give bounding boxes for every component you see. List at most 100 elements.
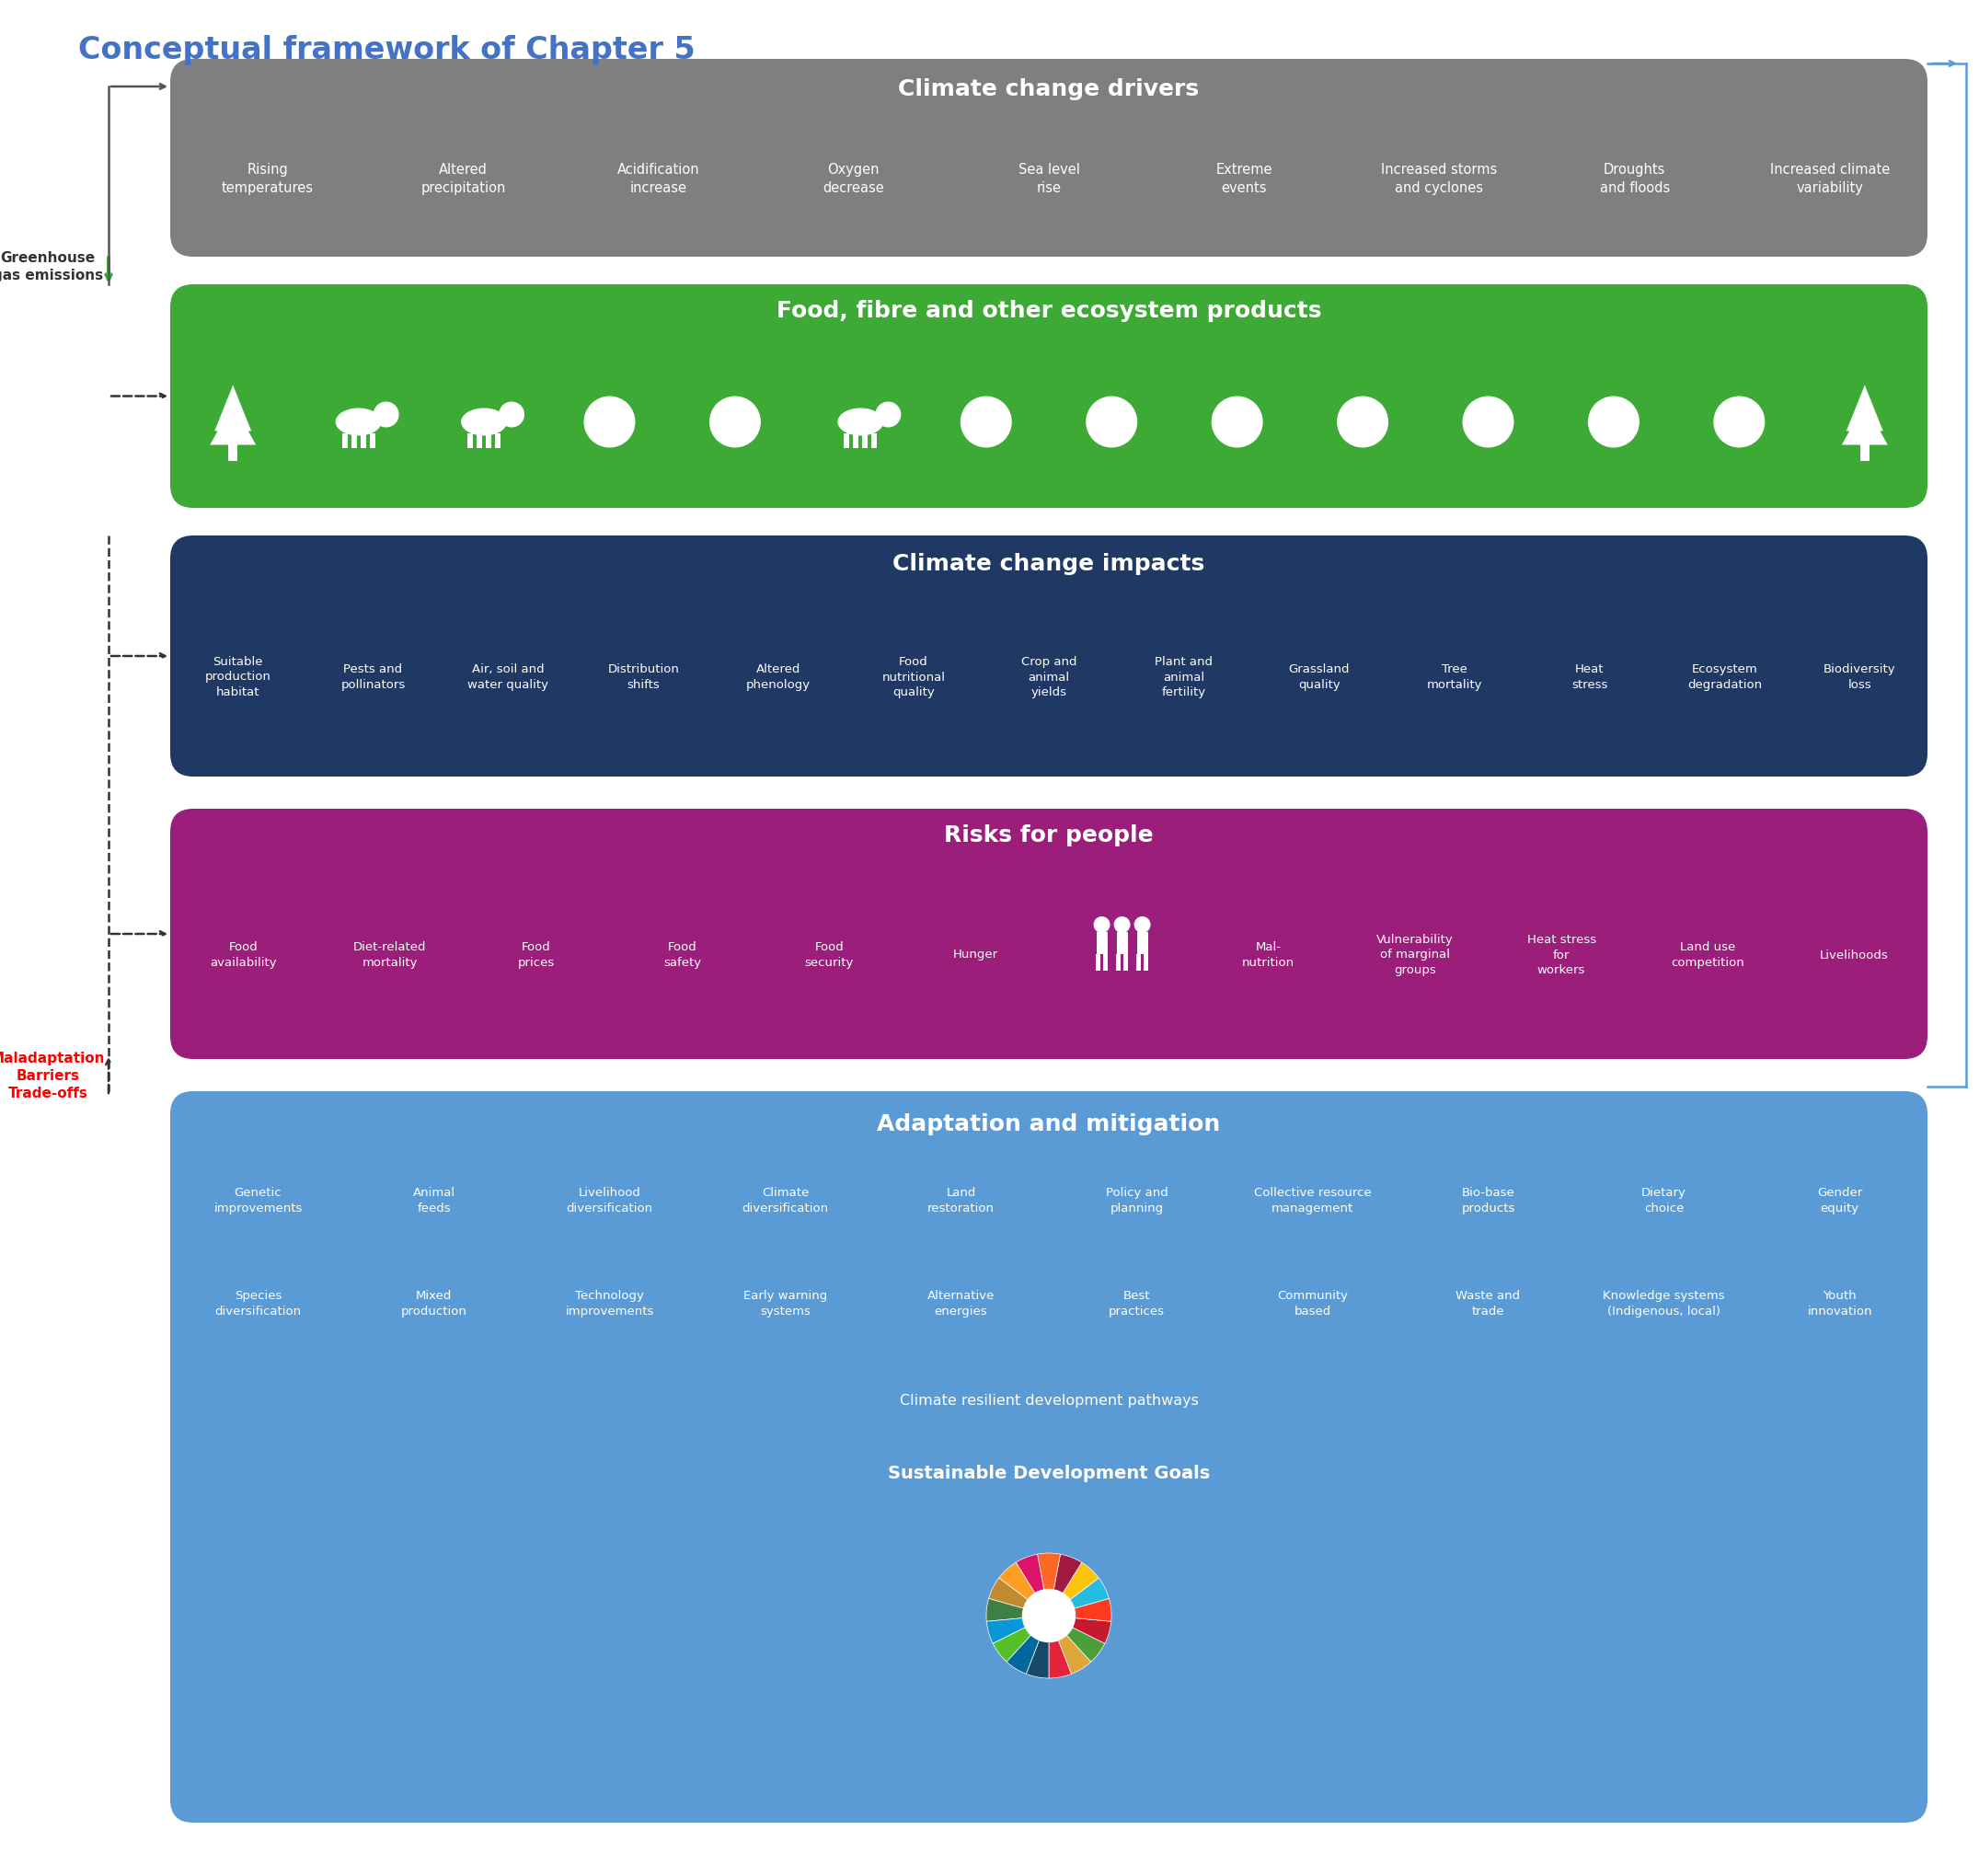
Text: Early warning
systems: Early warning systems <box>744 1289 827 1317</box>
Text: Ecosystem
degradation: Ecosystem degradation <box>1688 664 1761 690</box>
Polygon shape <box>1842 403 1888 445</box>
Circle shape <box>1134 917 1150 934</box>
Bar <box>342 433 348 448</box>
Text: Technology
improvements: Technology improvements <box>566 1289 653 1317</box>
Circle shape <box>1086 398 1138 448</box>
Circle shape <box>1462 398 1514 448</box>
Text: Altered
phenology: Altered phenology <box>746 664 811 690</box>
Wedge shape <box>1049 1615 1090 1673</box>
Text: Food
prices: Food prices <box>518 942 554 968</box>
Bar <box>863 433 869 448</box>
Circle shape <box>584 398 635 448</box>
Text: Youth
innovation: Youth innovation <box>1807 1289 1872 1317</box>
Text: Gender
equity: Gender equity <box>1817 1186 1862 1214</box>
Text: Heat
stress: Heat stress <box>1571 664 1607 690</box>
Text: Climate resilient development pathways: Climate resilient development pathways <box>898 1392 1199 1407</box>
Text: Alternative
energies: Alternative energies <box>928 1289 995 1317</box>
Circle shape <box>499 401 524 428</box>
Text: Waste and
trade: Waste and trade <box>1457 1289 1520 1317</box>
Bar <box>1116 955 1120 972</box>
Circle shape <box>1094 917 1110 934</box>
Text: Droughts
and floods: Droughts and floods <box>1599 163 1670 195</box>
Bar <box>487 433 491 448</box>
Circle shape <box>374 401 400 428</box>
Bar <box>495 433 501 448</box>
Wedge shape <box>988 1615 1049 1643</box>
Text: Land use
competition: Land use competition <box>1670 942 1745 968</box>
Bar <box>228 445 237 461</box>
Bar <box>1136 932 1148 955</box>
Text: Acidification
increase: Acidification increase <box>617 163 699 195</box>
Wedge shape <box>1049 1563 1098 1615</box>
Wedge shape <box>1049 1615 1104 1662</box>
Circle shape <box>1023 1589 1075 1642</box>
Text: Sea level
rise: Sea level rise <box>1017 163 1081 195</box>
Circle shape <box>1714 398 1765 448</box>
Text: Grassland
quality: Grassland quality <box>1288 664 1350 690</box>
Text: Community
based: Community based <box>1276 1289 1348 1317</box>
Text: Vulnerability
of marginal
groups: Vulnerability of marginal groups <box>1377 934 1453 976</box>
Text: Genetic
improvements: Genetic improvements <box>214 1186 303 1214</box>
Circle shape <box>1114 917 1130 934</box>
Bar <box>467 433 473 448</box>
Wedge shape <box>1049 1578 1108 1615</box>
Text: Extreme
events: Extreme events <box>1215 163 1272 195</box>
Text: Sustainable Development Goals: Sustainable Development Goals <box>889 1465 1209 1482</box>
Polygon shape <box>214 386 251 431</box>
Text: Animal
feeds: Animal feeds <box>412 1186 455 1214</box>
Text: Food, fibre and other ecosystem products: Food, fibre and other ecosystem products <box>776 300 1322 323</box>
Text: Knowledge systems
(Indigenous, local): Knowledge systems (Indigenous, local) <box>1603 1289 1726 1317</box>
Text: Biodiversity
loss: Biodiversity loss <box>1825 664 1896 690</box>
Text: Rising
temperatures: Rising temperatures <box>222 163 315 195</box>
Text: Livelihoods: Livelihoods <box>1821 949 1888 961</box>
Bar <box>370 433 376 448</box>
Bar <box>1136 955 1140 972</box>
Text: Climate
diversification: Climate diversification <box>742 1186 829 1214</box>
Wedge shape <box>1015 1555 1049 1615</box>
Circle shape <box>708 398 760 448</box>
Text: Species
diversification: Species diversification <box>216 1289 301 1317</box>
FancyBboxPatch shape <box>170 537 1928 777</box>
Text: Food
availability: Food availability <box>210 942 277 968</box>
Text: Food
nutritional
quality: Food nutritional quality <box>883 657 946 698</box>
FancyBboxPatch shape <box>170 60 1928 257</box>
Wedge shape <box>1027 1615 1049 1679</box>
Text: Land
restoration: Land restoration <box>928 1186 995 1214</box>
Wedge shape <box>1049 1598 1112 1621</box>
Wedge shape <box>1037 1553 1061 1615</box>
FancyBboxPatch shape <box>170 285 1928 508</box>
Text: Hunger: Hunger <box>954 949 997 961</box>
Bar <box>1116 932 1128 955</box>
Text: Food
safety: Food safety <box>663 942 703 968</box>
Bar <box>350 433 356 448</box>
Text: Greenhouse
gas emissions: Greenhouse gas emissions <box>0 251 103 283</box>
Text: Collective resource
management: Collective resource management <box>1253 1186 1371 1214</box>
Text: Climate change impacts: Climate change impacts <box>893 553 1205 574</box>
Bar <box>853 433 859 448</box>
Bar <box>477 433 483 448</box>
Circle shape <box>875 401 900 428</box>
Bar <box>843 433 849 448</box>
Bar <box>1122 955 1128 972</box>
Circle shape <box>1211 398 1263 448</box>
Polygon shape <box>210 403 255 445</box>
Text: Dietary
choice: Dietary choice <box>1641 1186 1686 1214</box>
Circle shape <box>1587 398 1639 448</box>
Wedge shape <box>999 1563 1049 1615</box>
Text: Mixed
production: Mixed production <box>400 1289 467 1317</box>
Text: Bio-base
products: Bio-base products <box>1461 1186 1516 1214</box>
Polygon shape <box>1846 386 1884 431</box>
Bar <box>1096 955 1100 972</box>
Bar <box>1096 932 1108 955</box>
Text: Policy and
planning: Policy and planning <box>1106 1186 1168 1214</box>
Ellipse shape <box>336 409 382 437</box>
Wedge shape <box>990 1578 1049 1615</box>
Circle shape <box>1338 398 1389 448</box>
Text: Air, soil and
water quality: Air, soil and water quality <box>467 664 548 690</box>
Text: Maladaptation
Barriers
Trade-offs: Maladaptation Barriers Trade-offs <box>0 1051 105 1099</box>
Ellipse shape <box>837 409 883 437</box>
Text: Adaptation and mitigation: Adaptation and mitigation <box>877 1112 1221 1135</box>
FancyBboxPatch shape <box>170 809 1928 1060</box>
Wedge shape <box>1049 1615 1110 1643</box>
Bar <box>871 433 877 448</box>
